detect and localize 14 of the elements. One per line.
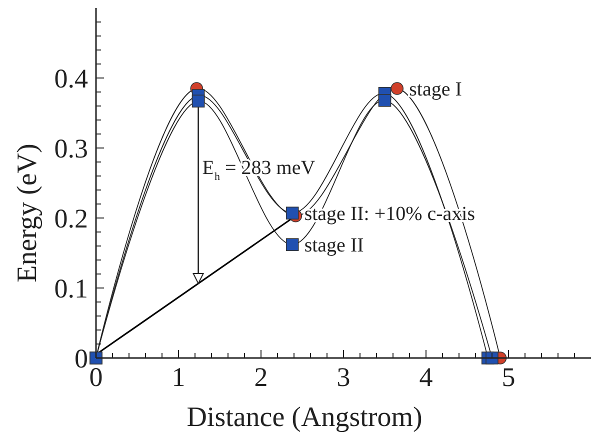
x-axis-title: Distance (Angstrom) bbox=[186, 402, 422, 433]
x-tick-label: 1 bbox=[172, 362, 186, 392]
x-tick-label: 4 bbox=[419, 362, 434, 392]
series-label: stage I bbox=[409, 78, 462, 100]
y-tick-label: 0.1 bbox=[54, 273, 88, 304]
x-tick-label: 5 bbox=[502, 362, 516, 392]
x-tick-label: 2 bbox=[254, 362, 268, 392]
series-label: stage II bbox=[304, 234, 364, 257]
y-axis-title: Energy (eV) bbox=[12, 144, 43, 282]
y-tick-label: 0.2 bbox=[54, 203, 88, 234]
y-tick-label: 0 bbox=[74, 343, 88, 374]
y-tick-label: 0.3 bbox=[54, 133, 88, 164]
x-tick-label: 3 bbox=[336, 362, 350, 392]
y-tick-label: 0.4 bbox=[54, 63, 88, 94]
